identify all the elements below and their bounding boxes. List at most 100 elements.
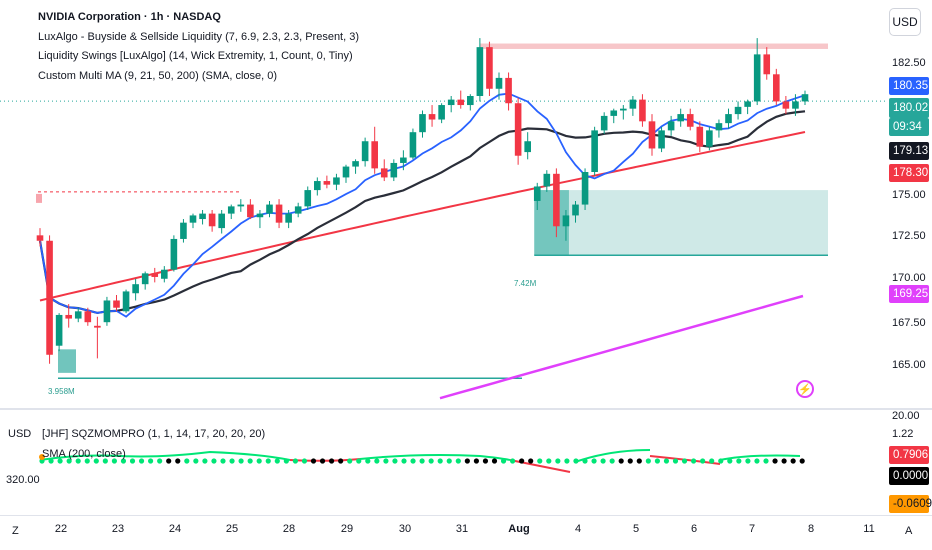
candle-body: [801, 94, 809, 102]
pane-divider[interactable]: [0, 408, 932, 410]
sub-currency-label: USD: [8, 428, 32, 440]
sma200-line: [439, 294, 804, 400]
auto-scale-button[interactable]: A: [905, 525, 913, 537]
candle-body: [629, 99, 637, 109]
indicator-label-multi-ma[interactable]: Custom Multi MA (9, 21, 50, 200) (SMA, c…: [38, 69, 278, 82]
sqzmom-indicator-label[interactable]: [JHF] SQZMOMPRO (1, 1, 14, 17, 20, 20, 2…: [42, 428, 266, 440]
candle-body: [667, 121, 675, 131]
sub-value-tag: 0.7906: [889, 446, 929, 464]
candle-body: [180, 222, 187, 239]
squeeze-dot: [600, 458, 606, 464]
candle-body: [696, 126, 704, 147]
candle-body: [486, 47, 493, 89]
candle-body: [103, 300, 111, 323]
squeeze-dot: [238, 458, 244, 464]
candle-body: [266, 204, 273, 214]
squeeze-dot: [356, 458, 362, 464]
squeeze-dot: [654, 458, 661, 464]
squeeze-dot: [446, 458, 452, 464]
squeeze-dot: [292, 458, 298, 464]
sub-tick: 20.00: [892, 410, 920, 422]
squeeze-dot: [319, 458, 326, 464]
candle-body: [323, 181, 331, 185]
price-chart[interactable]: [0, 0, 932, 408]
candle-body: [314, 181, 321, 191]
candle-body: [428, 114, 436, 120]
squeeze-dot: [509, 458, 516, 464]
squeeze-dot: [419, 458, 425, 464]
squeeze-dot: [718, 458, 724, 464]
countdown-tag: 09:34: [889, 118, 929, 136]
indicator-label-liquidity-swings[interactable]: Liquidity Swings [LuxAlgo] (14, Wick Ext…: [38, 50, 353, 62]
indicator-pane[interactable]: [0, 410, 932, 515]
squeeze-dot: [681, 458, 688, 464]
squeeze-dot: [175, 458, 181, 464]
candle-body: [294, 206, 302, 214]
squeeze-dot: [618, 458, 624, 464]
squeeze-dot: [193, 458, 199, 464]
volume-label: 3.958M: [48, 387, 75, 396]
volume-zone: [58, 349, 76, 373]
squeeze-dot: [491, 458, 498, 464]
squeeze-dot: [645, 458, 651, 464]
sma200-price-tag: 169.25: [889, 285, 929, 303]
symbol-title[interactable]: NVIDIA Corporation · 1h · NASDAQ: [38, 11, 221, 23]
time-label: 31: [455, 523, 469, 535]
candle-body: [467, 96, 474, 106]
sma50-price-tag: 178.30: [889, 164, 929, 182]
squeeze-dot: [166, 458, 172, 464]
momentum-line: [39, 450, 291, 461]
squeeze-dot: [455, 458, 461, 464]
candle-body: [419, 114, 426, 133]
time-label: 4: [574, 523, 582, 535]
candle-body: [639, 99, 646, 122]
price-tick: 167.50: [892, 317, 926, 329]
sma21-line: [38, 110, 806, 315]
time-label-month: Aug: [508, 523, 530, 535]
candle-body: [371, 141, 378, 169]
sub-min-tag: -0.0609: [889, 495, 932, 513]
squeeze-dot: [283, 458, 289, 464]
squeeze-dot: [111, 458, 117, 464]
candle-body: [161, 269, 168, 279]
lightning-icon[interactable]: ⚡: [796, 380, 814, 398]
time-label: 7: [748, 523, 756, 535]
candle-body: [600, 115, 608, 131]
candle-body: [218, 213, 225, 229]
squeeze-dot: [347, 458, 353, 464]
candle-body: [677, 114, 684, 122]
currency-button[interactable]: USD: [889, 8, 921, 36]
candle-body: [342, 166, 350, 178]
squeeze-dot: [772, 458, 778, 464]
squeeze-dot: [437, 458, 443, 464]
candle-body: [237, 204, 245, 207]
candle-body: [591, 130, 598, 172]
time-label: 22: [54, 523, 68, 535]
timezone-icon[interactable]: Z: [12, 525, 19, 537]
squeeze-dot: [736, 458, 742, 464]
time-label: 30: [398, 523, 412, 535]
candle-body: [55, 314, 63, 346]
candle-body: [170, 238, 178, 270]
chart-legend: NVIDIA Corporation · 1h · NASDAQ LuxAlgo…: [38, 8, 359, 86]
squeeze-dot: [247, 458, 253, 464]
candle-body: [457, 99, 465, 106]
squeeze-dot: [48, 458, 54, 464]
sma-indicator-label[interactable]: SMA (200, close): [42, 448, 126, 460]
candle-body: [122, 291, 130, 312]
candle-body: [333, 177, 340, 185]
squeeze-dot: [528, 458, 534, 464]
squeeze-dot: [338, 458, 344, 464]
squeeze-dot: [790, 458, 796, 464]
squeeze-dot: [799, 458, 805, 464]
price-tick: 182.50: [892, 57, 926, 69]
indicator-label-liquidity[interactable]: LuxAlgo - Buyside & Sellside Liquidity (…: [38, 30, 360, 43]
squeeze-dot: [157, 458, 163, 464]
candle-body: [65, 314, 72, 319]
squeeze-dot: [211, 458, 217, 464]
candle-body: [256, 213, 264, 218]
price-tick: 175.00: [892, 189, 926, 201]
candle-body: [400, 157, 407, 163]
candle-body: [572, 204, 579, 216]
squeeze-dot: [700, 458, 706, 464]
